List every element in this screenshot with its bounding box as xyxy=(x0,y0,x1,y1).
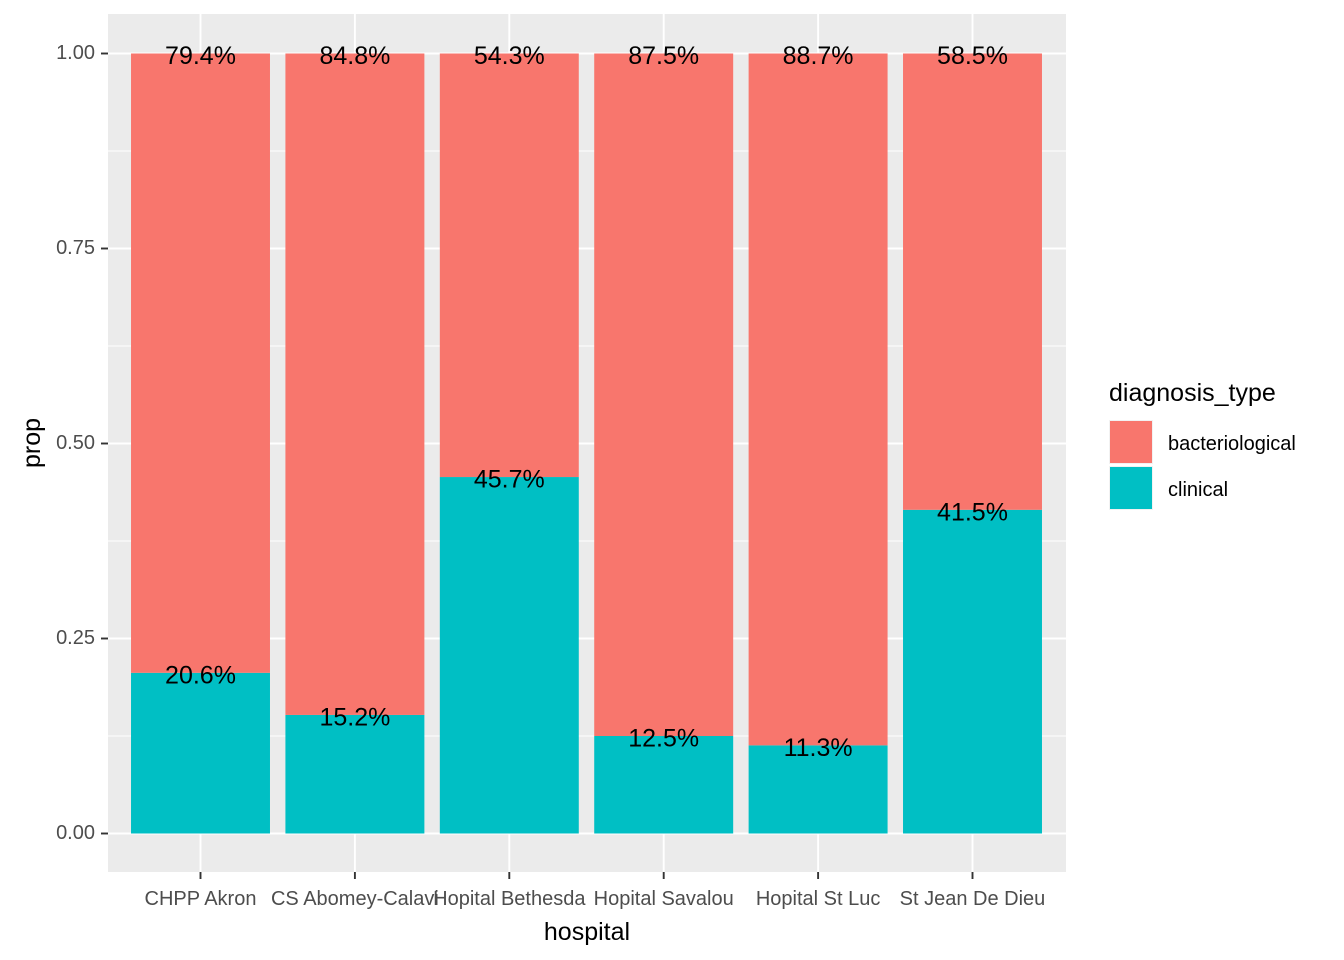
y-axis: 0.00 0.25 0.50 0.75 1.00 xyxy=(56,42,108,844)
x-tick-label: CS Abomey-Calavi xyxy=(271,888,439,910)
bar-label-clinical: 15.2% xyxy=(319,704,390,732)
bar-bacteriological xyxy=(748,53,888,746)
bar-label-clinical: 20.6% xyxy=(165,661,236,689)
bar-clinical xyxy=(285,714,425,834)
y-tick-label: 0.50 xyxy=(56,432,95,454)
bar-label-clinical: 12.5% xyxy=(628,725,699,753)
bar-label-bacteriological: 58.5% xyxy=(937,42,1008,70)
bar-bacteriological xyxy=(131,53,270,673)
x-axis-title: hospital xyxy=(544,918,630,946)
y-tick-label: 0.25 xyxy=(56,627,95,649)
x-tick-label: Hopital Bethesda xyxy=(433,888,586,910)
bar-label-bacteriological: 54.3% xyxy=(474,42,545,70)
bars xyxy=(131,53,1042,834)
bar-label-bacteriological: 79.4% xyxy=(165,42,236,70)
bar-label-clinical: 45.7% xyxy=(474,466,545,494)
legend-label-clinical: clinical xyxy=(1168,479,1228,501)
bar-label-bacteriological: 84.8% xyxy=(319,42,390,70)
bar-bacteriological xyxy=(439,53,579,478)
bar-bacteriological xyxy=(594,53,734,736)
x-tick-label: Hopital St Luc xyxy=(756,888,881,910)
y-tick-label: 0.00 xyxy=(56,822,95,844)
bar-label-bacteriological: 88.7% xyxy=(783,42,854,70)
bar-label-bacteriological: 87.5% xyxy=(628,42,699,70)
bar-clinical xyxy=(594,736,734,834)
x-tick-label: Hopital Savalou xyxy=(594,888,734,910)
legend-title: diagnosis_type xyxy=(1109,379,1276,407)
bar-clinical xyxy=(131,672,270,834)
legend-label-bacteriological: bacteriological xyxy=(1168,433,1296,455)
legend-swatch-bacteriological xyxy=(1110,421,1152,463)
bar-labels: 79.4% 20.6% 84.8% 15.2% 54.3% 45.7% 87.5% 12.5%… xyxy=(165,42,1008,762)
bar-label-clinical: 11.3% xyxy=(784,734,853,762)
y-tick-label: 0.75 xyxy=(56,237,95,259)
bar-clinical xyxy=(748,745,888,834)
legend: diagnosis_type bacteriological clinical xyxy=(1109,379,1296,510)
bar-clinical xyxy=(439,477,579,834)
bar-clinical xyxy=(903,509,1042,834)
legend-swatch-clinical xyxy=(1110,467,1152,509)
y-tick-label: 1.00 xyxy=(56,42,95,64)
bar-label-clinical: 41.5% xyxy=(937,498,1008,526)
x-tick-label: St Jean De Dieu xyxy=(900,888,1046,910)
x-tick-label: CHPP Akron xyxy=(145,888,257,910)
bar-bacteriological xyxy=(903,53,1042,510)
y-axis-title: prop xyxy=(18,418,46,468)
bar-bacteriological xyxy=(285,53,425,715)
